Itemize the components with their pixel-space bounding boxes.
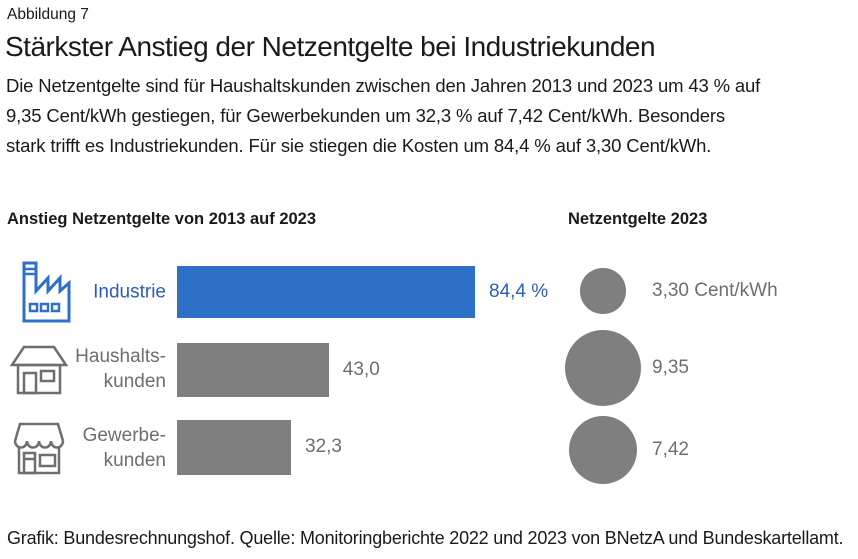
bar-haushaltskunden [177,343,329,397]
bubble-value-gewerbekunden: 7,42 [652,439,689,460]
bubble-gewerbekunden [569,416,638,485]
bar-gewerbekunden [177,420,291,475]
page-title: Stärkster Anstieg der Netzentgelte bei I… [5,31,656,62]
bar-label-haushaltskunden: Haushalts- kunden [36,344,166,394]
bar-value-haushaltskunden: 43,0 [342,359,380,380]
bar-label-industrie: Industrie [36,280,166,305]
bar-label-gewerbekunden-line1: Gewerbe- [82,425,166,446]
factory-icon [8,257,76,325]
bar-value-gewerbekunden: 32,3 [305,436,342,457]
bar-label-haushaltskunden-line1: Haushalts- [75,346,166,367]
subtitle-line-2: 9,35 Cent/kWh gestiegen, für Gewerbekund… [6,105,726,126]
subtitle-line-3: stark trifft es Industriekunden. Für sie… [6,135,712,156]
bubble-industrie [580,268,626,314]
bubble-chart-title: Netzentgelte 2023 [568,210,708,228]
bar-label-gewerbekunden-line2: kunden [103,450,166,471]
subtitle-line-1: Die Netzentgelte sind für Haushaltskunde… [6,75,761,96]
bar-value-industrie: 84,4 % [489,281,549,302]
bar-industrie [177,266,475,318]
source-credit: Grafik: Bundesrechnungshof. Quelle: Moni… [7,528,844,548]
bubble-value-industrie: 3,30 Cent/kWh [652,280,778,301]
subtitle: Die Netzentgelte sind für Haushaltskunde… [6,71,760,161]
shop-icon [10,418,68,476]
figure-label: Abbildung 7 [7,6,89,23]
bar-label-haushaltskunden-line2: kunden [103,371,166,392]
bar-label-industrie-text: Industrie [93,281,166,303]
house-icon [10,342,68,396]
bar-label-gewerbekunden: Gewerbe- kunden [36,423,166,473]
bubble-haushaltskunden [564,329,642,407]
bubble-value-haushaltskunden: 9,35 [652,357,689,378]
bar-chart-title: Anstieg Netzentgelte von 2013 auf 2023 [7,210,317,228]
